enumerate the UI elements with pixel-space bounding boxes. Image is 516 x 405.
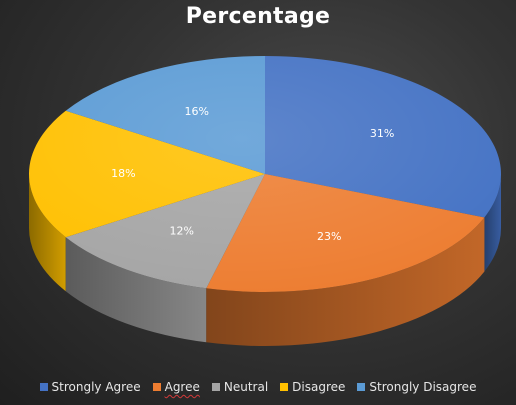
legend-label-disagree: Disagree — [292, 380, 346, 394]
data-label-strongly-disagree: 16% — [185, 105, 209, 118]
legend-item-strongly-disagree: Strongly Disagree — [357, 380, 476, 394]
pie-data-labels: 31% 23% 12% 18% 16% — [111, 105, 394, 243]
legend-label-strongly-disagree: Strongly Disagree — [369, 380, 477, 394]
legend-item-strongly-agree: Strongly Agree — [39, 380, 141, 394]
legend-item-neutral: Neutral — [211, 380, 269, 394]
legend: Strongly Agree Agree Neutral Disagree Strong… — [0, 380, 516, 394]
legend-swatch-neutral — [211, 383, 220, 391]
pie-side-agree — [206, 217, 485, 347]
pie-top-faces — [29, 55, 501, 292]
data-label-disagree: 18% — [111, 167, 135, 180]
legend-swatch-disagree — [280, 383, 289, 391]
data-label-strongly-agree: 31% — [370, 127, 394, 140]
legend-swatch-agree — [152, 383, 161, 391]
legend-label-agree: Agree — [164, 380, 200, 394]
chart-title: Percentage — [185, 4, 331, 29]
legend-swatch-strongly-agree — [39, 383, 48, 391]
data-label-neutral: 12% — [170, 224, 194, 237]
legend-label-neutral: Neutral — [223, 380, 269, 394]
legend-item-disagree: Disagree — [280, 380, 345, 394]
legend-swatch-strongly-disagree — [357, 383, 366, 391]
legend-label-strongly-agree: Strongly Agree — [51, 380, 141, 394]
legend-item-agree: Agree — [152, 380, 200, 394]
data-label-agree: 23% — [317, 230, 341, 243]
